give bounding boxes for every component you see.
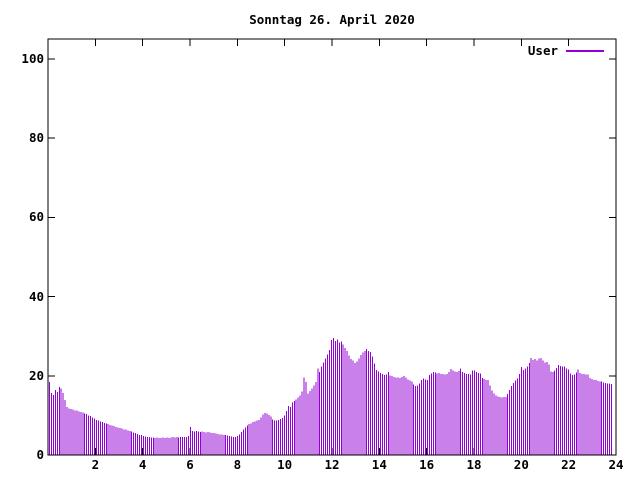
y-axis-tick-label: 0 [36,447,44,462]
y-axis-tick-label: 60 [28,209,44,225]
x-axis-tick-label: 22 [561,457,577,472]
plot-border [47,38,617,456]
x-axis-tick-label: 10 [277,457,293,472]
x-axis-tick-label: 20 [513,457,529,472]
chart-title: Sonntag 26. April 2020 [249,12,415,27]
x-axis-tick-label: 6 [186,457,194,472]
x-axis-tick-label: 2 [91,457,100,472]
y-axis-tick-label: 20 [28,367,44,383]
y-axis-tick-label: 100 [21,51,44,66]
x-axis-tick-label: 16 [419,457,435,472]
x-axis-tick-label: 24 [608,457,624,472]
y-axis-tick-label: 40 [28,288,44,304]
x-axis-tick-label: 8 [233,457,242,472]
x-axis-tick-label: 18 [466,457,482,472]
x-axis-tick-label: 12 [324,457,340,472]
x-axis-tick-label: 4 [138,457,147,472]
y-axis-tick-label: 80 [28,130,44,146]
x-axis-tick-label: 14 [371,457,387,472]
user-series-bars [49,337,612,455]
legend-label-user: User [527,43,558,58]
